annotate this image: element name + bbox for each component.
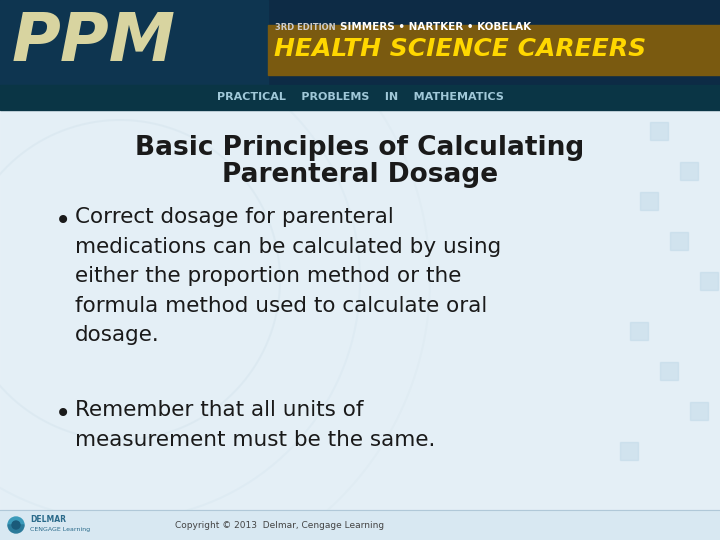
- Bar: [620, 442, 638, 460]
- Text: HEALTH SCIENCE CAREERS: HEALTH SCIENCE CAREERS: [274, 37, 646, 61]
- Wedge shape: [8, 517, 24, 525]
- Text: PPM: PPM: [12, 9, 176, 75]
- Bar: [0, 90, 720, 510]
- Bar: [670, 232, 688, 250]
- Text: CENGAGE Learning: CENGAGE Learning: [30, 526, 90, 531]
- Bar: [700, 272, 718, 290]
- Bar: [0, 85, 720, 110]
- Text: Basic Principles of Calculating: Basic Principles of Calculating: [135, 135, 585, 161]
- Bar: [0, 0, 268, 85]
- Wedge shape: [8, 525, 24, 533]
- Bar: [680, 162, 698, 180]
- Text: Parenteral Dosage: Parenteral Dosage: [222, 162, 498, 188]
- Text: PRACTICAL    PROBLEMS    IN    MATHEMATICS: PRACTICAL PROBLEMS IN MATHEMATICS: [217, 92, 503, 102]
- Circle shape: [12, 521, 20, 529]
- Text: Copyright © 2013  Delmar, Cengage Learning: Copyright © 2013 Delmar, Cengage Learnin…: [175, 521, 384, 530]
- Text: •: •: [55, 400, 71, 428]
- Bar: [620, 82, 638, 100]
- Bar: [630, 322, 648, 340]
- Bar: [268, 25, 720, 75]
- Text: Remember that all units of
measurement must be the same.: Remember that all units of measurement m…: [75, 400, 436, 450]
- Text: Correct dosage for parenteral
medications can be calculated by using
either the : Correct dosage for parenteral medication…: [75, 207, 501, 346]
- Bar: [0, 0, 720, 85]
- Bar: [640, 192, 658, 210]
- Text: SIMMERS • NARTKER • KOBELAK: SIMMERS • NARTKER • KOBELAK: [340, 22, 531, 32]
- Bar: [650, 122, 668, 140]
- Bar: [690, 402, 708, 420]
- Text: •: •: [55, 207, 71, 235]
- Bar: [0, 510, 720, 540]
- Bar: [660, 362, 678, 380]
- Text: 3RD EDITION: 3RD EDITION: [275, 23, 336, 31]
- Text: DELMAR: DELMAR: [30, 515, 66, 523]
